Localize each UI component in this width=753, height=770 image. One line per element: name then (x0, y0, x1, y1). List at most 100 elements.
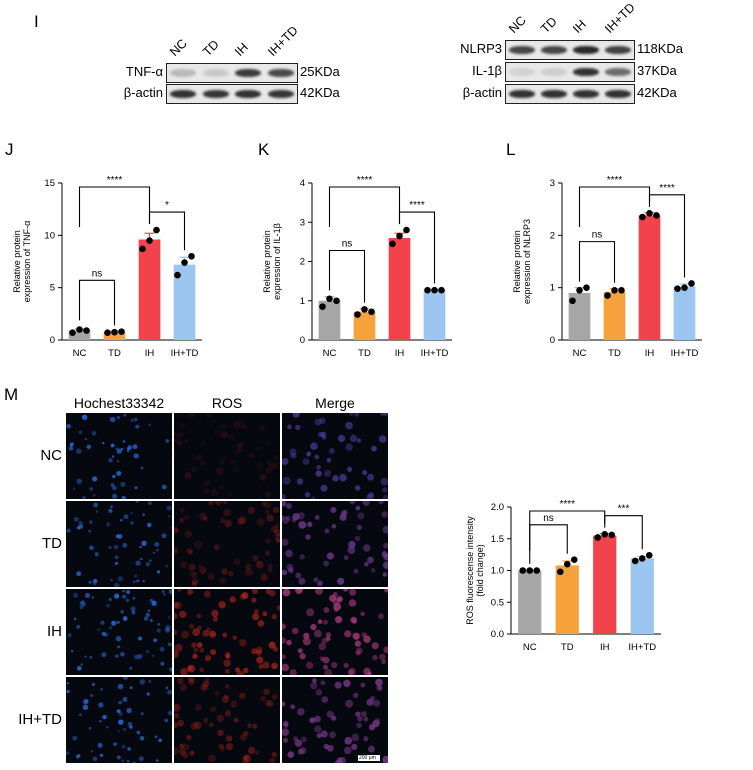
cell-dot (312, 678, 317, 683)
cell-dot (153, 551, 156, 554)
right-band-il-1-ih (573, 68, 599, 77)
significance-label: **** (559, 499, 575, 510)
cell-dot (200, 684, 208, 692)
cell-dot (328, 448, 335, 454)
cell-dot (138, 636, 143, 641)
cell-dot (122, 727, 127, 732)
category-label-ih-td: IH+TD (628, 642, 656, 653)
cell-dot (339, 473, 347, 482)
cell-dot (156, 759, 159, 762)
cell-dot (282, 663, 290, 672)
cell-dot (273, 454, 278, 460)
data-point-td (118, 328, 125, 335)
cell-dot (374, 718, 381, 725)
category-label-nc: NC (573, 348, 587, 359)
data-point-td (361, 306, 368, 313)
cell-dot (194, 721, 202, 730)
cell-dot (317, 580, 323, 587)
cell-dot (349, 434, 358, 443)
data-point-ih-td (438, 286, 445, 294)
cell-dot (203, 516, 208, 521)
category-label-ih: IH (395, 348, 405, 359)
data-point-ih (396, 232, 403, 240)
cell-dot (118, 700, 122, 705)
right-row-label-nlrp3: NLRP3 (460, 41, 502, 56)
right-band-nlrp3-nc (509, 46, 535, 55)
microscopy-row-nc: NC (40, 447, 62, 464)
cell-dot (247, 746, 256, 755)
cell-dot (382, 561, 388, 570)
cell-dot (265, 439, 271, 446)
cell-dot (179, 507, 185, 513)
cell-dot (282, 720, 289, 727)
cell-dot (78, 520, 83, 526)
cell-dot (89, 655, 93, 659)
cell-dot (288, 567, 294, 573)
category-label-ih: IH (600, 642, 610, 653)
cell-dot (202, 717, 209, 724)
cell-dot (282, 476, 291, 485)
cell-dot (310, 623, 317, 631)
significance-bracket (578, 241, 616, 283)
cell-dot (200, 440, 207, 447)
cell-dot (76, 666, 82, 671)
cell-dot (88, 580, 92, 584)
left-row-label-tnf: TNF-α (125, 64, 163, 79)
cell-dot (103, 632, 109, 637)
cell-dot (377, 613, 384, 620)
cell-dot (323, 469, 332, 477)
y-axis-label: Relative protein (12, 230, 22, 293)
cell-dot (133, 654, 139, 660)
cell-dot (302, 637, 311, 646)
cell-dot (117, 645, 121, 649)
micrograph-ih-ros (174, 589, 280, 675)
cell-dot (382, 494, 388, 499)
micrograph-nc-merge (282, 413, 388, 499)
cell-dot (123, 413, 127, 417)
cell-dot (343, 589, 349, 592)
cell-dot (305, 534, 311, 540)
data-point-ih-td (188, 252, 195, 260)
cell-dot (174, 601, 182, 610)
cell-dot (266, 700, 274, 707)
cell-dot (265, 467, 272, 474)
cell-dot (285, 515, 291, 521)
micrograph-cells (174, 501, 280, 587)
cell-dot (305, 452, 311, 457)
cell-dot (242, 758, 249, 763)
cell-dot (165, 439, 170, 443)
micrograph-cells (66, 677, 172, 763)
micrograph-nc-ros (174, 413, 280, 499)
cell-dot (189, 623, 195, 629)
right-row-label-actin: β-actin (462, 85, 502, 100)
cell-dot (214, 429, 220, 436)
cell-dot (130, 418, 134, 423)
cell-dot (269, 757, 276, 763)
y-tick-label: 15 (44, 178, 55, 189)
cell-dot (129, 667, 133, 670)
cell-dot (143, 616, 149, 621)
cell-dot (257, 462, 264, 469)
cell-dot (323, 664, 328, 670)
cell-dot (368, 492, 374, 498)
cell-dot (204, 677, 210, 683)
micrograph-nc-hochest33342 (66, 413, 172, 499)
cell-dot (79, 713, 82, 717)
cell-dot (84, 438, 87, 441)
micrograph-ih-merge (282, 589, 388, 675)
cell-dot (298, 577, 306, 585)
cell-dot (113, 544, 119, 550)
cell-dot (122, 589, 125, 593)
cell-dot (183, 743, 190, 751)
cell-dot (192, 578, 199, 585)
cell-dot (247, 723, 252, 729)
cell-dot (141, 540, 147, 547)
cell-dot (192, 628, 201, 637)
cell-dot (187, 664, 196, 673)
cell-dot (174, 436, 180, 443)
panel-letter-m: M (4, 385, 19, 404)
cell-dot (139, 679, 146, 685)
cell-dot (298, 589, 304, 592)
cell-dot (255, 646, 263, 654)
left-size-label-tnf: 25KDa (300, 64, 340, 79)
